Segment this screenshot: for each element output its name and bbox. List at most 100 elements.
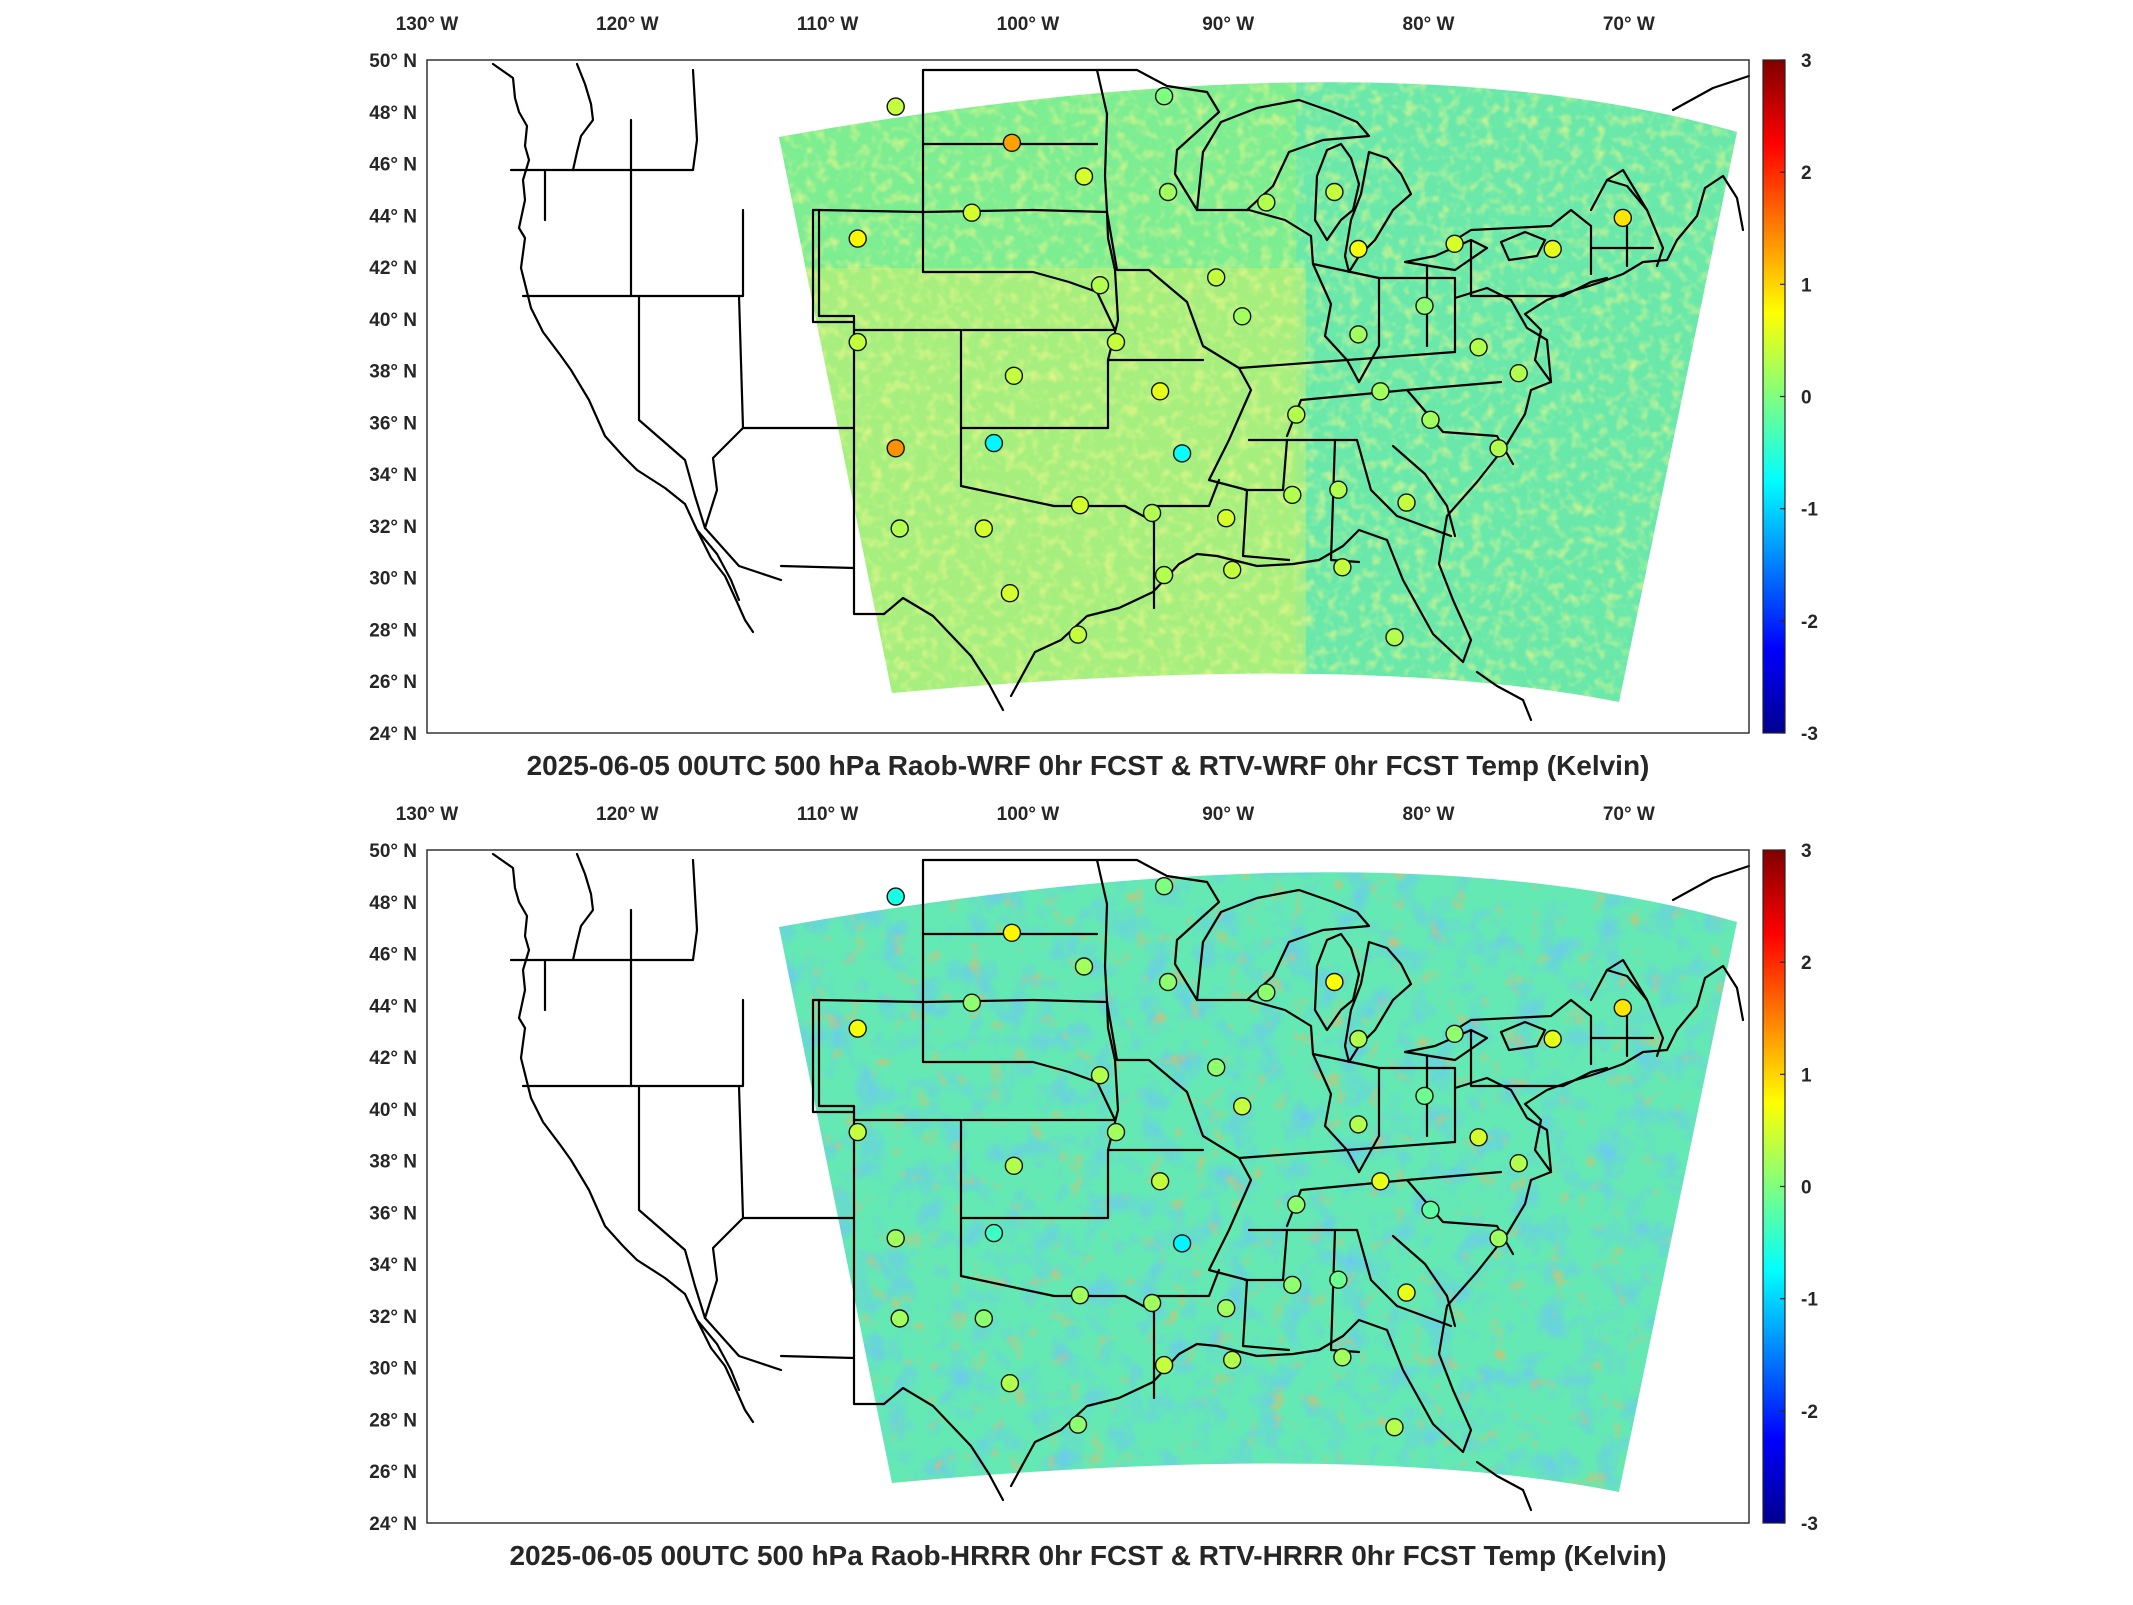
station-marker [886,97,905,116]
station-marker [1217,1299,1236,1318]
station-marker [1154,87,1174,106]
station-marker [886,887,905,906]
station-marker [1489,439,1508,458]
colorbar-tick-label: 3 [1801,51,1812,72]
station-marker [1333,1348,1352,1367]
latitude-label: 36° N [369,413,417,434]
station-marker [1233,307,1252,326]
longitude-label: 80° W [1403,14,1455,35]
longitude-label: 90° W [1202,804,1254,825]
raob-stations [848,877,1633,1437]
station-marker [1509,364,1528,383]
colorbar-tick-label: -3 [1801,724,1818,745]
colorbar-tick-label: 3 [1801,841,1812,862]
station-marker [1421,410,1440,429]
longitude-label: 90° W [1202,14,1254,35]
station-marker [1158,182,1178,202]
station-marker [1385,1418,1404,1437]
latitude-label: 42° N [369,1048,417,1069]
latitude-label: 26° N [369,672,417,693]
station-marker [848,1122,867,1142]
station-marker [1415,296,1434,316]
station-marker [974,1309,993,1328]
station-marker [1397,1283,1416,1302]
station-marker [1154,877,1174,896]
map-panel-bottom [426,849,1751,1524]
longitude-label: 130° W [396,804,459,825]
station-marker [1613,998,1633,1018]
station-marker [1349,239,1368,259]
colorbar-tick-label: 1 [1801,275,1812,296]
station-marker [1070,1286,1090,1305]
station-marker [1257,983,1276,1002]
station-marker [1172,444,1192,463]
longitude-label: 100° W [997,804,1060,825]
station-marker [1002,133,1022,153]
longitude-label: 120° W [596,14,659,35]
colorbar-tick-label: 1 [1801,1065,1812,1086]
station-marker [1445,1024,1464,1044]
state-boundaries [491,62,1751,722]
station-marker [1223,1350,1242,1370]
station-marker [848,1019,867,1038]
colorbar-tick-label: 2 [1801,163,1812,184]
longitude-label: 130° W [396,14,459,35]
station-marker [1142,1293,1162,1313]
colorbar-tick-label: -3 [1801,1514,1818,1535]
latitude-label: 46° N [369,155,417,176]
station-marker [1106,332,1126,352]
longitude-label: 80° W [1403,804,1455,825]
station-marker [1421,1200,1440,1219]
latitude-label: 32° N [369,1307,417,1328]
station-marker [1090,275,1110,295]
station-marker [1349,1029,1368,1049]
station-marker [1070,496,1090,515]
station-marker [1445,234,1464,254]
latitude-label: 48° N [369,893,417,914]
station-marker [1397,493,1416,512]
temperature-field [779,872,1737,1492]
station-marker [1150,1172,1170,1191]
station-marker [1142,503,1162,523]
longitude-label: 120° W [596,804,659,825]
station-marker [1329,480,1348,499]
station-marker [1325,972,1344,992]
station-marker [1371,382,1390,401]
station-marker [1489,1229,1508,1248]
colorbar-tick-label: 0 [1801,1178,1812,1199]
station-marker [1287,1195,1306,1214]
panel-title: 2025-06-05 00UTC 500 hPa Raob-WRF 0hr FC… [527,750,1650,781]
station-marker [1385,628,1404,647]
latitude-label: 32° N [369,517,417,538]
longitude-label: 70° W [1603,14,1655,35]
station-marker [1283,485,1302,505]
map-frame [426,59,1750,734]
latitude-label: 42° N [369,258,417,279]
station-marker [1090,1065,1110,1085]
station-marker [1223,560,1242,580]
state-boundaries [491,852,1751,1512]
station-marker [1150,382,1170,401]
station-marker [1207,1058,1226,1077]
latitude-label: 28° N [369,620,417,641]
station-marker [1543,239,1562,259]
station-marker [1349,1115,1368,1134]
colorbar-tick-label: -1 [1801,500,1818,521]
longitude-label: 110° W [797,804,859,825]
station-marker [984,1223,1004,1243]
latitude-label: 38° N [369,1152,417,1173]
station-marker [1543,1029,1562,1049]
station-marker [1217,509,1236,528]
latitude-label: 44° N [369,996,417,1017]
station-marker [1371,1172,1390,1191]
latitude-label: 38° N [369,362,417,383]
latitude-label: 40° N [369,310,417,331]
latitude-label: 50° N [369,51,417,72]
station-marker [1000,584,1020,603]
station-marker [1068,1415,1088,1434]
station-marker [1333,558,1352,577]
station-marker [1074,957,1094,976]
station-marker [1000,1374,1020,1393]
station-marker [1257,193,1276,212]
